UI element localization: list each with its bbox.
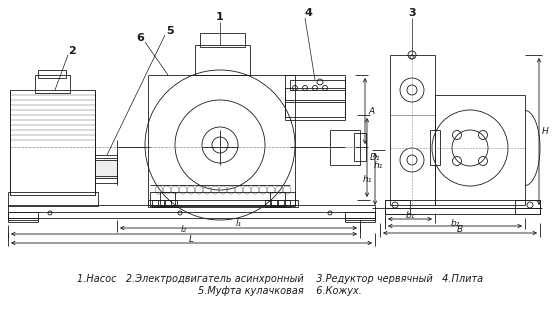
Bar	[38, 70, 66, 78]
Text: B: B	[457, 224, 463, 233]
Text: 5: 5	[166, 26, 174, 36]
Bar	[330, 130, 360, 165]
Bar	[8, 218, 38, 222]
Bar	[152, 200, 164, 207]
Text: 2: 2	[68, 46, 76, 56]
Bar	[385, 200, 410, 214]
Bar	[345, 212, 375, 220]
Text: L: L	[189, 234, 194, 243]
Bar	[515, 200, 540, 214]
Bar	[95, 155, 117, 183]
Bar	[285, 88, 345, 102]
Text: 5.Муфта кулачковая    6.Кожух.: 5.Муфта кулачковая 6.Кожух.	[198, 286, 362, 296]
Text: l₂: l₂	[181, 225, 187, 234]
Text: 3: 3	[408, 8, 416, 18]
Bar	[8, 212, 38, 220]
Bar	[290, 80, 345, 90]
Bar	[150, 192, 295, 206]
Text: l₁: l₁	[235, 220, 241, 229]
Bar	[354, 133, 366, 161]
Text: b₂: b₂	[451, 219, 459, 228]
Bar	[435, 95, 525, 205]
Text: 4: 4	[304, 8, 312, 18]
Text: H: H	[542, 127, 549, 136]
Text: 1.Насос   2.Электродвигатель асинхронный    3.Редуктор червячный   4.Плита: 1.Насос 2.Электродвигатель асинхронный 3…	[77, 274, 483, 284]
Text: b₁: b₁	[405, 211, 415, 220]
Bar	[8, 192, 98, 206]
Text: 1: 1	[216, 12, 224, 22]
Text: h₁: h₁	[373, 160, 383, 169]
Bar	[95, 160, 117, 178]
Bar	[385, 200, 540, 208]
Bar	[430, 130, 440, 165]
Bar	[148, 200, 298, 207]
Bar	[278, 200, 290, 207]
Bar	[195, 45, 250, 75]
Text: h₁: h₁	[363, 175, 372, 184]
Bar	[285, 75, 345, 117]
Text: D₁: D₁	[370, 153, 381, 162]
Bar	[285, 100, 345, 120]
Text: A: A	[368, 107, 374, 116]
Bar	[200, 33, 245, 47]
Bar	[165, 200, 177, 207]
Text: 6: 6	[136, 33, 144, 43]
Bar	[10, 90, 95, 195]
Bar	[270, 192, 285, 206]
Bar	[385, 208, 540, 214]
Bar	[160, 192, 175, 206]
Bar	[390, 55, 435, 205]
Bar	[35, 75, 70, 93]
Bar	[265, 200, 277, 207]
Bar	[345, 218, 375, 222]
